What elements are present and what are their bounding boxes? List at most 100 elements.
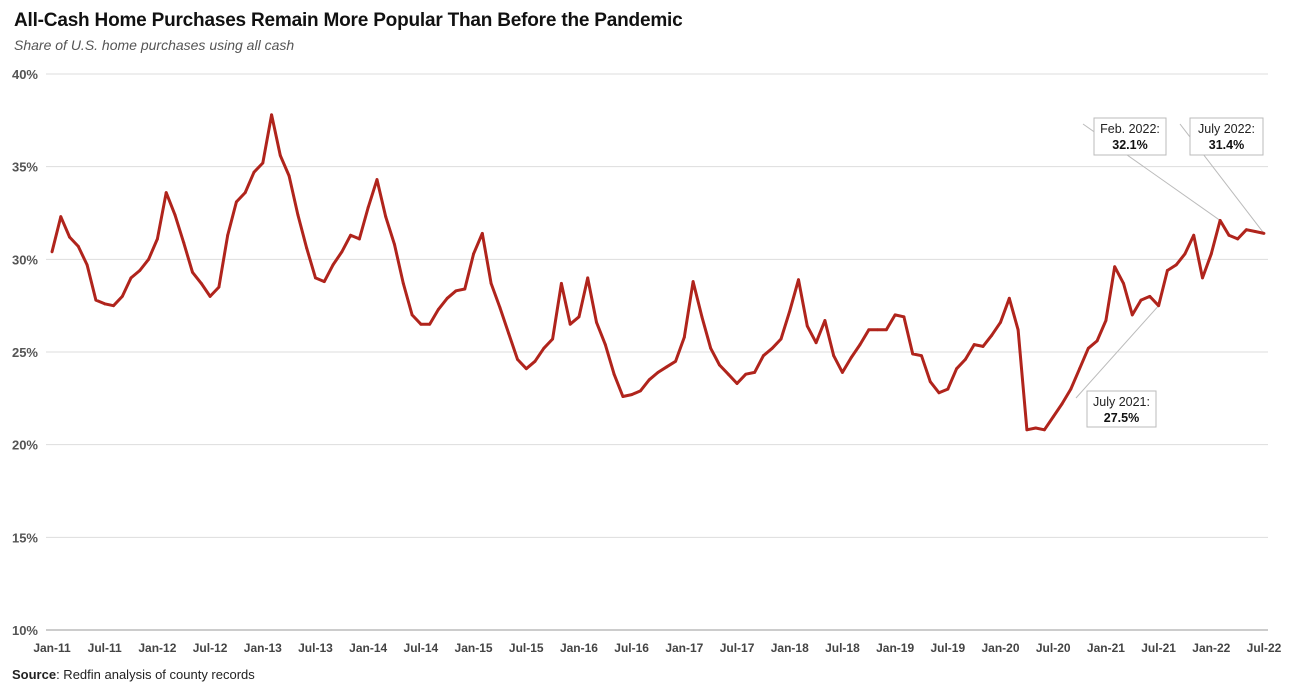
source-note: Source: Redfin analysis of county record… (12, 667, 255, 682)
x-tick-label: Jul-13 (298, 641, 333, 655)
data-point (305, 246, 309, 250)
data-point (744, 372, 748, 376)
data-point (647, 378, 651, 382)
data-point (1060, 402, 1064, 406)
data-point (138, 269, 142, 272)
data-point (1043, 428, 1046, 432)
x-tick-label: Jul-18 (825, 641, 860, 655)
data-point (682, 335, 686, 339)
data-point (498, 306, 502, 309)
x-tick-label: Jan-21 (1087, 641, 1125, 655)
chart-title: All-Cash Home Purchases Remain More Popu… (14, 10, 683, 31)
data-point (1095, 339, 1099, 343)
data-point (155, 237, 159, 241)
y-tick-label: 25% (12, 345, 38, 360)
data-point (120, 295, 124, 298)
data-point (972, 343, 976, 346)
data-point (296, 213, 300, 217)
annotation-value: 31.4% (1209, 138, 1244, 152)
data-point (788, 309, 792, 313)
data-point (208, 295, 212, 298)
data-point (920, 354, 923, 358)
annotation-box (1093, 117, 1167, 156)
x-tick-label: Jan-19 (876, 641, 914, 655)
data-point (911, 352, 915, 356)
data-point (489, 282, 493, 285)
data-point (1201, 276, 1204, 280)
y-tick-label: 20% (12, 438, 38, 453)
data-point (454, 289, 458, 293)
data-point (1104, 319, 1108, 322)
data-point (797, 278, 800, 282)
data-point (876, 328, 879, 332)
data-point (226, 233, 230, 237)
y-tick-label: 40% (12, 67, 38, 82)
data-point (1016, 328, 1020, 332)
data-point (639, 389, 642, 393)
x-tick-label: Jan-14 (349, 641, 387, 655)
data-point (1245, 228, 1248, 232)
data-point (990, 333, 994, 337)
data-point (946, 387, 950, 391)
data-point (1227, 233, 1231, 237)
data-point (867, 328, 871, 332)
source-text: : Redfin analysis of county records (56, 667, 255, 682)
x-tick-label: Jul-22 (1247, 641, 1282, 655)
chart-subtitle: Share of U.S. home purchases using all c… (14, 37, 295, 53)
data-point (1034, 426, 1038, 430)
data-point (700, 315, 704, 319)
data-point (217, 285, 221, 289)
data-point (384, 215, 388, 219)
data-point (331, 263, 335, 267)
annotation-label: Feb. 2022: (1100, 122, 1160, 136)
data-point (516, 358, 519, 361)
data-point (656, 370, 660, 374)
x-tick-label: Jan-15 (455, 641, 493, 655)
data-point (59, 215, 63, 219)
data-point (805, 324, 809, 328)
data-point (50, 250, 54, 254)
data-point (823, 319, 827, 322)
data-point (261, 161, 265, 165)
data-point (1051, 415, 1055, 419)
data-point (103, 302, 107, 306)
y-tick-label: 10% (12, 623, 38, 638)
x-tick-label: Jul-16 (614, 641, 649, 655)
annotation-box (1086, 390, 1157, 428)
data-point (832, 354, 836, 358)
data-point (112, 304, 115, 308)
annotation-value: 32.1% (1112, 138, 1147, 152)
data-point (524, 367, 528, 371)
x-tick-label: Jul-15 (509, 641, 544, 655)
data-point (85, 263, 89, 267)
data-point (1192, 233, 1196, 237)
x-tick-label: Jul-20 (1036, 641, 1071, 655)
x-tick-label: Jul-12 (193, 641, 228, 655)
data-point (603, 343, 607, 346)
y-tick-label: 15% (12, 530, 38, 545)
data-point (1253, 230, 1257, 233)
x-tick-label: Jul-19 (930, 641, 965, 655)
data-point (349, 233, 353, 237)
data-point (191, 270, 194, 274)
annotation-box (1189, 117, 1264, 156)
data-point (94, 298, 98, 302)
data-point (322, 280, 326, 283)
data-point (437, 307, 440, 311)
source-label: Source (12, 667, 57, 682)
data-point (419, 322, 423, 326)
data-point (1139, 298, 1143, 302)
x-tick-label: Jan-18 (771, 641, 809, 655)
data-point (858, 343, 862, 346)
data-point (674, 359, 677, 363)
data-point (937, 391, 941, 395)
x-tick-label: Jan-20 (982, 641, 1020, 655)
data-point (357, 237, 361, 241)
data-point (428, 322, 432, 326)
data-point (902, 315, 906, 319)
data-point (366, 206, 370, 209)
data-point (445, 296, 449, 300)
data-point (472, 252, 475, 256)
data-point (586, 276, 590, 280)
data-point (340, 250, 344, 254)
